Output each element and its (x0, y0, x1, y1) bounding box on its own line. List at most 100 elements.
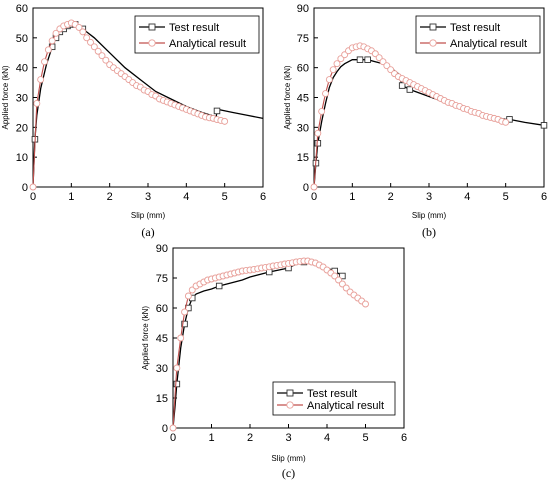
analytical-result-marker (29, 183, 37, 191)
x-tick-label: 5 (362, 432, 368, 444)
x-axis-title: Slip (mm) (131, 211, 166, 220)
x-tick-label: 3 (145, 191, 151, 203)
y-tick-label: 0 (162, 423, 168, 435)
analytical-result-marker (333, 60, 341, 68)
test-result-marker (339, 272, 346, 280)
test-result-marker (181, 320, 188, 328)
analytical-result-marker (98, 52, 106, 60)
x-tick-label: 3 (285, 432, 291, 444)
analytical-result-marker (169, 424, 177, 432)
test-result-marker (540, 122, 548, 129)
y-tick-label: 45 (156, 333, 168, 345)
y-tick-label: 90 (156, 243, 168, 255)
y-tick-label: 15 (156, 393, 168, 405)
legend-test-marker (429, 23, 437, 31)
legend-analytical-marker (286, 401, 294, 409)
analytical-result-marker (502, 118, 510, 126)
test-result-marker (398, 82, 406, 89)
legend-box (272, 381, 396, 416)
y-tick-label: 75 (297, 33, 309, 45)
y-tick-label: 90 (297, 3, 309, 15)
analytical-result-marker (325, 76, 333, 84)
y-tick-label: 40 (16, 63, 28, 75)
y-tick-label: 45 (297, 93, 309, 105)
y-tick-label: 50 (16, 33, 28, 45)
legend-test-marker (148, 23, 156, 31)
y-tick-label: 10 (16, 152, 28, 164)
y-tick-label: 0 (303, 182, 309, 194)
y-tick-label: 30 (156, 363, 168, 375)
x-tick-label: 3 (426, 191, 432, 203)
analytical-result-marker (102, 56, 110, 64)
y-tick-label: 60 (297, 63, 309, 75)
test-result-marker (364, 56, 371, 63)
legend-analytical-label: Analytical result (450, 38, 527, 50)
x-tick-label: 0 (311, 191, 317, 203)
x-tick-label: 2 (107, 191, 113, 203)
legend-analytical-label: Analytical result (169, 38, 246, 50)
y-tick-label: 60 (16, 3, 28, 15)
x-tick-label: 6 (260, 191, 266, 203)
analytical-result-marker (181, 308, 189, 316)
panel-label: (b) (422, 225, 436, 239)
legend-analytical-marker (148, 39, 156, 47)
x-tick-label: 4 (464, 191, 470, 203)
legend-test-marker (286, 389, 294, 397)
analytical-result-marker (37, 76, 45, 84)
test-result-line (313, 59, 545, 188)
x-tick-label: 5 (222, 191, 228, 203)
x-tick-label: 0 (30, 191, 36, 203)
y-axis-title: Applied force (kN) (283, 65, 292, 129)
y-axis-title: Applied force (kN) (141, 306, 150, 370)
analytical-result-marker (75, 23, 83, 31)
analytical-result-marker (90, 43, 98, 51)
x-tick-label: 2 (388, 191, 394, 203)
test-result-marker (213, 107, 221, 115)
legend: Test result Analytical result (415, 15, 541, 54)
analytical-result-marker (94, 47, 102, 55)
analytical-result-marker (33, 100, 41, 107)
analytical-result-marker (87, 38, 94, 46)
x-tick-label: 4 (324, 432, 330, 444)
analytical-result-marker (83, 34, 91, 42)
analytical-result-marker (41, 58, 48, 66)
test-result-marker (356, 56, 364, 63)
test-result-marker (314, 139, 322, 147)
legend-analytical-label: Analytical result (307, 400, 384, 412)
analytical-result-line (313, 45, 506, 188)
panel-label: (c) (282, 466, 295, 480)
x-tick-label: 1 (349, 191, 355, 203)
legend: Test result Analytical result (134, 15, 260, 54)
analytical-result-marker (329, 66, 337, 74)
y-axis-title: Applied force (kN) (1, 65, 10, 129)
x-tick-label: 4 (183, 191, 189, 203)
legend-box (134, 15, 260, 54)
panel-label: (a) (141, 225, 154, 239)
x-tick-label: 6 (541, 191, 547, 203)
analytical-result-marker (48, 37, 56, 45)
legend-test-label: Test result (307, 388, 357, 400)
x-tick-label: 2 (247, 432, 253, 444)
test-result-marker (215, 282, 223, 290)
x-axis-title: Slip (mm) (271, 454, 306, 463)
analytical-result-marker (177, 334, 185, 342)
analytical-result-marker (362, 300, 369, 308)
x-axis-title: Slip (mm) (412, 211, 447, 220)
test-result-marker (406, 86, 414, 93)
legend-box (415, 15, 541, 54)
analytical-result-marker (184, 292, 192, 300)
x-tick-label: 1 (208, 432, 214, 444)
analytical-result-marker (79, 28, 87, 36)
x-tick-label: 6 (401, 432, 407, 444)
y-tick-label: 15 (297, 152, 309, 164)
analytical-result-marker (173, 364, 181, 372)
legend-test-label: Test result (169, 22, 219, 34)
legend-test-label: Test result (450, 22, 500, 34)
analytical-result-marker (221, 117, 229, 125)
analytical-result-marker (322, 90, 329, 97)
y-tick-label: 30 (16, 93, 28, 105)
